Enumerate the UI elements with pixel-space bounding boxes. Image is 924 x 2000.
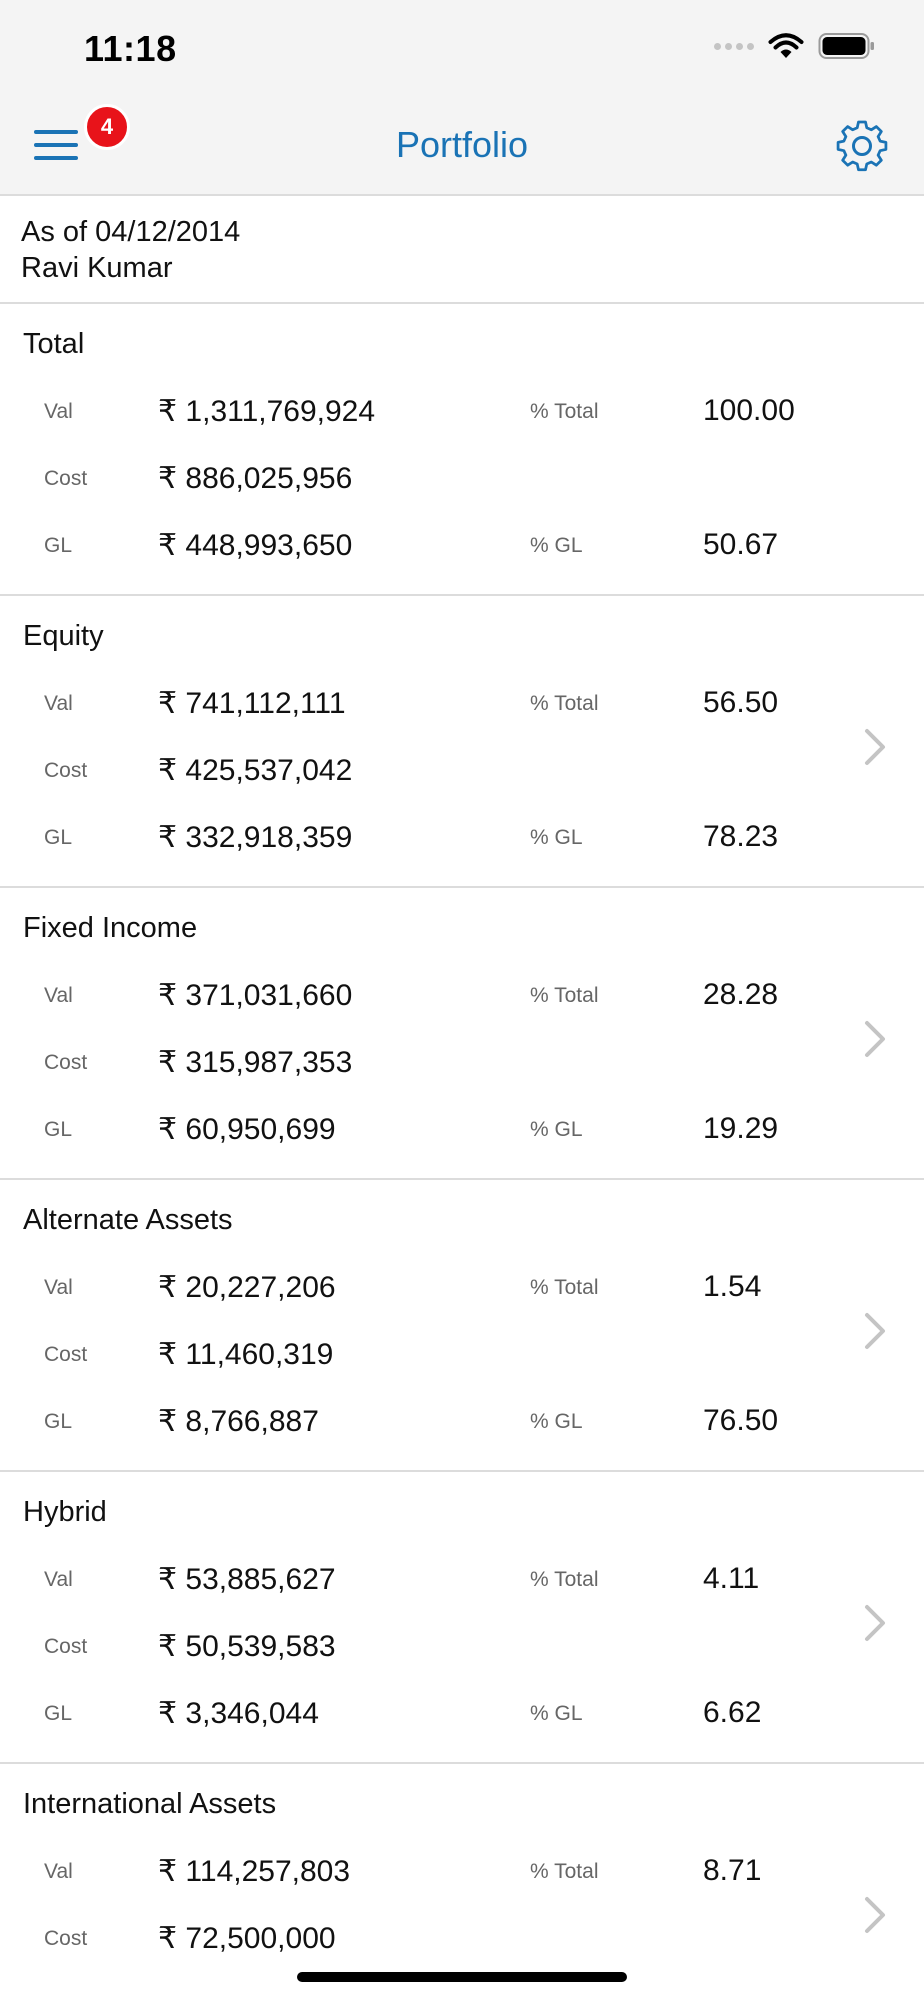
pct-gl-value: 19.29 <box>703 1112 779 1145</box>
section-title: International Assets <box>23 1788 277 1820</box>
pct-total-label: % Total <box>530 692 599 715</box>
gear-icon <box>836 120 888 172</box>
cost-value: ₹ 50,539,583 <box>158 1630 336 1663</box>
home-indicator[interactable] <box>297 1972 627 1982</box>
status-bar: 11:18 <box>0 0 924 96</box>
pct-total-label: % Total <box>530 1276 599 1299</box>
val-value: ₹ 371,031,660 <box>158 979 353 1012</box>
val-value: ₹ 53,885,627 <box>158 1563 336 1596</box>
val-label: Val <box>44 692 73 715</box>
val-value: ₹ 1,311,769,924 <box>158 395 376 428</box>
pct-total-label: % Total <box>530 1568 599 1591</box>
settings-button[interactable] <box>834 118 890 174</box>
cost-label: Cost <box>44 1051 88 1074</box>
gl-value: ₹ 8,766,887 <box>158 1405 319 1438</box>
chevron-right-icon[interactable] <box>862 1019 888 1059</box>
portfolio-header: As of 04/12/2014 Ravi Kumar <box>0 198 924 304</box>
status-time: 11:18 <box>84 28 177 69</box>
pct-total-value: 100.00 <box>703 394 795 427</box>
gl-value: ₹ 60,950,699 <box>158 1113 336 1146</box>
cost-value: ₹ 72,500,000 <box>158 1922 336 1955</box>
pct-total-value: 1.54 <box>703 1270 762 1303</box>
asset-section-equity[interactable]: Equity Val ₹ 741,112,111 % Total 56.50 C… <box>0 596 924 888</box>
val-value: ₹ 741,112,111 <box>158 687 346 720</box>
pct-gl-label: % GL <box>530 1702 583 1725</box>
val-label: Val <box>44 400 73 423</box>
chevron-right-icon[interactable] <box>862 727 888 767</box>
hamburger-menu-icon[interactable] <box>30 124 82 168</box>
pct-gl-label: % GL <box>530 1118 583 1141</box>
pct-total-label: % Total <box>530 400 599 423</box>
pct-total-label: % Total <box>530 984 599 1007</box>
battery-icon <box>818 33 874 59</box>
gl-value: ₹ 448,993,650 <box>158 529 353 562</box>
pct-total-value: 8.71 <box>703 1854 762 1887</box>
gl-label: GL <box>44 534 73 557</box>
cost-label: Cost <box>44 1343 88 1366</box>
cost-value: ₹ 425,537,042 <box>158 754 353 787</box>
cost-value: ₹ 11,460,319 <box>158 1338 334 1371</box>
gl-value: ₹ 3,346,044 <box>158 1697 319 1730</box>
val-label: Val <box>44 1568 73 1591</box>
section-title: Total <box>23 328 85 360</box>
cost-label: Cost <box>44 759 88 782</box>
nav-bar: 4 Portfolio <box>0 96 924 196</box>
as-of-date: As of 04/12/2014 <box>21 216 241 248</box>
cost-label: Cost <box>44 1635 88 1658</box>
val-label: Val <box>44 1860 73 1883</box>
section-title: Fixed Income <box>23 912 198 944</box>
pct-total-label: % Total <box>530 1860 599 1883</box>
cost-value: ₹ 315,987,353 <box>158 1046 353 1079</box>
val-value: ₹ 20,227,206 <box>158 1271 336 1304</box>
cost-value: ₹ 886,025,956 <box>158 462 353 495</box>
asset-section-fixed-income[interactable]: Fixed Income Val ₹ 371,031,660 % Total 2… <box>0 888 924 1180</box>
chevron-right-icon[interactable] <box>862 1895 888 1935</box>
asset-section-total: Total Val ₹ 1,311,769,924 % Total 100.00… <box>0 304 924 596</box>
pct-gl-value: 78.23 <box>703 820 779 853</box>
cost-label: Cost <box>44 467 88 490</box>
section-title: Equity <box>23 620 104 652</box>
pct-total-value: 4.11 <box>703 1562 760 1595</box>
gl-value: ₹ 332,918,359 <box>158 821 353 854</box>
pct-gl-value: 76.50 <box>703 1404 779 1437</box>
asset-section-hybrid[interactable]: Hybrid Val ₹ 53,885,627 % Total 4.11 Cos… <box>0 1472 924 1764</box>
gl-label: GL <box>44 1702 73 1725</box>
chevron-right-icon[interactable] <box>862 1603 888 1643</box>
section-title: Hybrid <box>23 1496 107 1528</box>
chevron-right-icon[interactable] <box>862 1311 888 1351</box>
pct-gl-label: % GL <box>530 826 583 849</box>
client-name: Ravi Kumar <box>21 252 173 284</box>
pct-gl-label: % GL <box>530 534 583 557</box>
pct-gl-value: 6.62 <box>703 1696 762 1729</box>
gl-label: GL <box>44 826 73 849</box>
status-icons <box>714 32 876 60</box>
val-label: Val <box>44 1276 73 1299</box>
val-value: ₹ 114,257,803 <box>158 1855 351 1888</box>
pct-gl-value: 50.67 <box>703 528 779 561</box>
pct-gl-label: % GL <box>530 1410 583 1433</box>
asset-section-alternate-assets[interactable]: Alternate Assets Val ₹ 20,227,206 % Tota… <box>0 1180 924 1472</box>
val-label: Val <box>44 984 73 1007</box>
cost-label: Cost <box>44 1927 88 1950</box>
cellular-signal-icon <box>714 42 754 50</box>
gl-label: GL <box>44 1118 73 1141</box>
gl-label: GL <box>44 1410 73 1433</box>
pct-total-value: 56.50 <box>703 686 779 719</box>
asset-section-international-assets[interactable]: International Assets Val ₹ 114,257,803 %… <box>0 1764 924 2000</box>
pct-total-value: 28.28 <box>703 978 779 1011</box>
wifi-icon <box>768 33 804 58</box>
notification-badge: 4 <box>84 104 130 150</box>
page-title: Portfolio <box>395 124 529 165</box>
section-title: Alternate Assets <box>23 1204 233 1236</box>
